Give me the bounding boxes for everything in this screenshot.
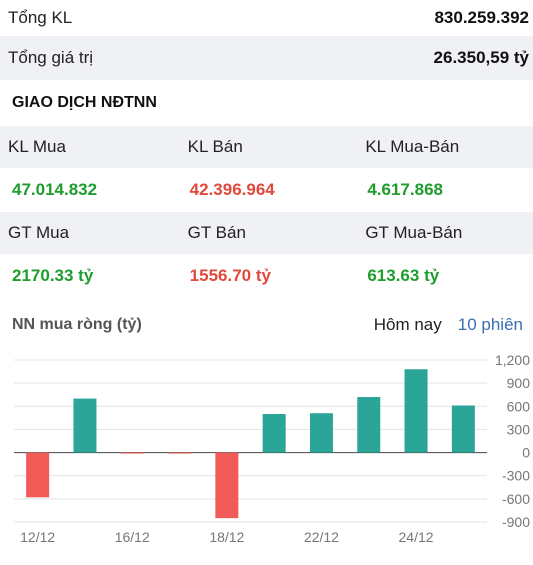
- y-tick-label: 0: [522, 445, 530, 461]
- net-value-value: 613.63 tỷ: [367, 266, 440, 285]
- value-labels-row: GT Mua GT Bán GT Mua-Bán: [0, 212, 533, 254]
- buy-volume-value: 47.014.832: [12, 180, 98, 199]
- value-values-row: 2170.33 tỷ 1556.70 tỷ 613.63 tỷ: [0, 254, 533, 298]
- y-tick-label: -900: [502, 514, 530, 530]
- tab-today[interactable]: Hôm nay: [373, 315, 442, 334]
- period-tabs: Hôm nay 10 phiên: [374, 315, 523, 335]
- total-volume-row: Tổng KL 830.259.392: [0, 0, 533, 36]
- y-tick-label: 900: [507, 375, 531, 391]
- bar-13-12[interactable]: [73, 398, 97, 453]
- y-tick-label: 600: [507, 398, 531, 414]
- volume-labels-row: KL Mua KL Bán KL Mua-Bán: [0, 126, 533, 168]
- y-tick-label: -600: [502, 491, 530, 507]
- buy-volume-label: KL Mua: [8, 137, 66, 156]
- foreign-trading-section-title: GIAO DỊCH NĐTNN: [12, 94, 157, 111]
- total-value-label: Tổng giá trị: [8, 48, 94, 67]
- bar-25-12[interactable]: [451, 405, 475, 453]
- y-tick-label: -300: [502, 468, 530, 484]
- bar-23-12[interactable]: [357, 397, 381, 453]
- x-tick-label: 12/12: [20, 529, 55, 545]
- net-value-label: GT Mua-Bán: [365, 223, 463, 242]
- bar-19-12[interactable]: [262, 414, 286, 453]
- x-tick-label: 24/12: [399, 529, 434, 545]
- bar-17-12[interactable]: [168, 452, 192, 454]
- x-tick-label: 18/12: [209, 529, 244, 545]
- sell-value-value: 1556.70 tỷ: [189, 266, 271, 285]
- sell-value-label: GT Bán: [187, 223, 246, 242]
- y-tick-label: 1,200: [495, 352, 530, 368]
- tab-10-sessions[interactable]: 10 phiên: [457, 315, 523, 334]
- bar-18-12[interactable]: [215, 452, 239, 519]
- sell-volume-value: 42.396.964: [189, 180, 275, 199]
- x-tick-label: 22/12: [304, 529, 339, 545]
- net-volume-label: KL Mua-Bán: [365, 137, 460, 156]
- buy-value-label: GT Mua: [8, 223, 70, 242]
- chart-header: NN mua ròng (tỷ) Hôm nay 10 phiên: [0, 300, 533, 350]
- total-value-row: Tổng giá trị 26.350,59 tỷ: [0, 36, 533, 80]
- total-value-value: 26.350,59 tỷ: [433, 48, 529, 67]
- bar-12-12[interactable]: [26, 452, 50, 498]
- summary-panel: Tổng KL 830.259.392 Tổng giá trị 26.350,…: [0, 0, 533, 80]
- x-tick-label: 16/12: [115, 529, 150, 545]
- net-volume-value: 4.617.868: [367, 180, 443, 199]
- y-tick-label: 300: [507, 421, 531, 437]
- bar-24-12[interactable]: [404, 369, 428, 453]
- bar-16-12[interactable]: [120, 452, 144, 454]
- total-volume-label: Tổng KL: [8, 8, 73, 27]
- buy-value-value: 2170.33 tỷ: [12, 266, 94, 285]
- total-volume-value: 830.259.392: [434, 8, 529, 27]
- bar-22-12[interactable]: [309, 413, 333, 453]
- chart-title: NN mua ròng (tỷ): [12, 316, 142, 333]
- volume-values-row: 47.014.832 42.396.964 4.617.868: [0, 168, 533, 212]
- net-buy-chart: 1,200 900 600 300 0 -300 -600 -900 12/12 16/12 18/…: [14, 352, 531, 545]
- sell-volume-label: KL Bán: [187, 137, 243, 156]
